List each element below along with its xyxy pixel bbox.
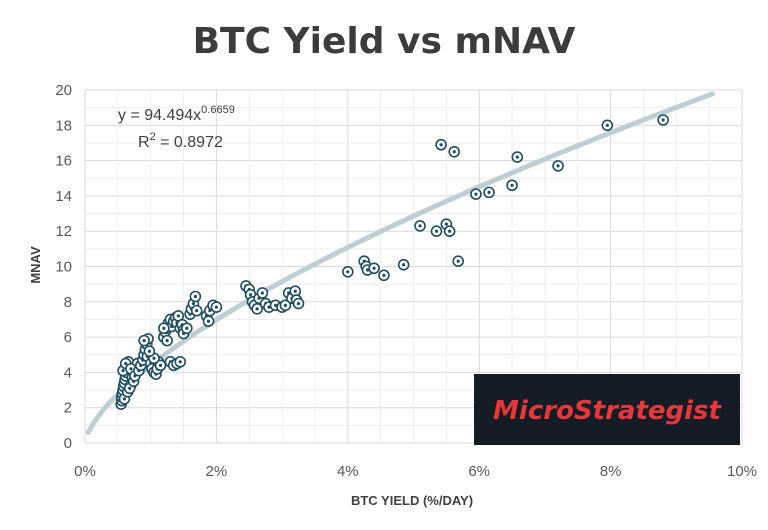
- x-tick-label: 10%: [727, 463, 757, 480]
- x-tick-label: 0%: [74, 463, 96, 480]
- data-point: [189, 290, 202, 303]
- r-squared-r: R: [138, 134, 150, 151]
- data-point: [154, 359, 167, 372]
- y-tick-label: 20: [55, 82, 72, 99]
- chart-title: BTC Yield vs mNAV: [193, 21, 576, 62]
- data-point: [368, 262, 380, 275]
- data-point: [190, 304, 203, 317]
- y-tick-label: 12: [55, 223, 72, 240]
- data-point: [448, 145, 461, 158]
- data-point: [210, 301, 223, 313]
- x-tick-label: 6%: [468, 463, 490, 480]
- data-point: [174, 356, 187, 368]
- data-point: [181, 322, 193, 335]
- data-point: [511, 151, 524, 163]
- data-point: [470, 188, 482, 200]
- x-axis-ticks: 0% 2% 4% 6% 8% 10%: [74, 463, 757, 480]
- r-squared-value: = 0.8972: [156, 134, 223, 151]
- data-point: [601, 119, 614, 132]
- data-point: [289, 285, 302, 298]
- svg-text:R2 = 0.8972: R2 = 0.8972: [138, 131, 223, 151]
- x-tick-label: 8%: [600, 463, 622, 480]
- power-trendline: [85, 91, 715, 435]
- y-tick-label: 18: [55, 117, 72, 134]
- data-point: [414, 220, 426, 232]
- y-tick-label: 10: [55, 259, 72, 276]
- data-point: [378, 269, 390, 282]
- equation-exponent: 0.6659: [201, 104, 235, 116]
- data-point: [256, 287, 269, 299]
- data-point: [292, 297, 305, 310]
- data-point: [138, 334, 150, 347]
- data-point: [657, 114, 669, 126]
- data-point: [452, 255, 464, 268]
- trendline: [85, 91, 715, 435]
- data-point: [552, 160, 564, 172]
- r-squared-sup: 2: [150, 131, 156, 143]
- x-tick-label: 4%: [337, 463, 359, 480]
- data-point: [251, 303, 263, 315]
- logo-text-micro: Micro: [493, 396, 574, 426]
- y-tick-label: 2: [64, 400, 72, 417]
- y-tick-label: 4: [64, 364, 72, 381]
- equation-text: y = 94.494x: [118, 107, 201, 124]
- svg-text:MicroStrategist: MicroStrategist: [493, 396, 722, 426]
- data-point: [483, 186, 495, 199]
- data-point: [202, 315, 215, 328]
- data-point: [158, 322, 170, 335]
- y-tick-label: 16: [55, 153, 72, 170]
- data-point: [430, 225, 443, 237]
- data-point: [397, 258, 410, 271]
- data-point: [506, 179, 518, 192]
- y-tick-label: 8: [64, 294, 72, 311]
- logo-text-strategist: Strategist: [574, 396, 723, 426]
- svg-text:y = 94.494x0.6659: y = 94.494x0.6659: [118, 104, 235, 124]
- x-tick-label: 2%: [206, 463, 228, 480]
- y-tick-label: 6: [64, 329, 72, 346]
- microstrategist-logo: MicroStrategist: [474, 374, 740, 445]
- x-axis-label: BTC YIELD (%/DAY): [351, 493, 473, 508]
- data-point: [161, 334, 173, 347]
- y-tick-label: 14: [55, 188, 72, 205]
- data-point: [143, 345, 156, 358]
- trendline-equation: y = 94.494x0.6659 R2 = 0.8972: [118, 104, 235, 151]
- data-point: [443, 225, 456, 237]
- data-point: [435, 138, 447, 151]
- y-axis-label: MNAV: [28, 246, 43, 284]
- y-tick-label: 0: [64, 435, 72, 452]
- data-points: [115, 114, 669, 410]
- y-axis-ticks: 0 2 4 6 8 10 12 14 16 18 20: [55, 82, 72, 452]
- data-point: [341, 265, 354, 278]
- data-point: [279, 299, 292, 312]
